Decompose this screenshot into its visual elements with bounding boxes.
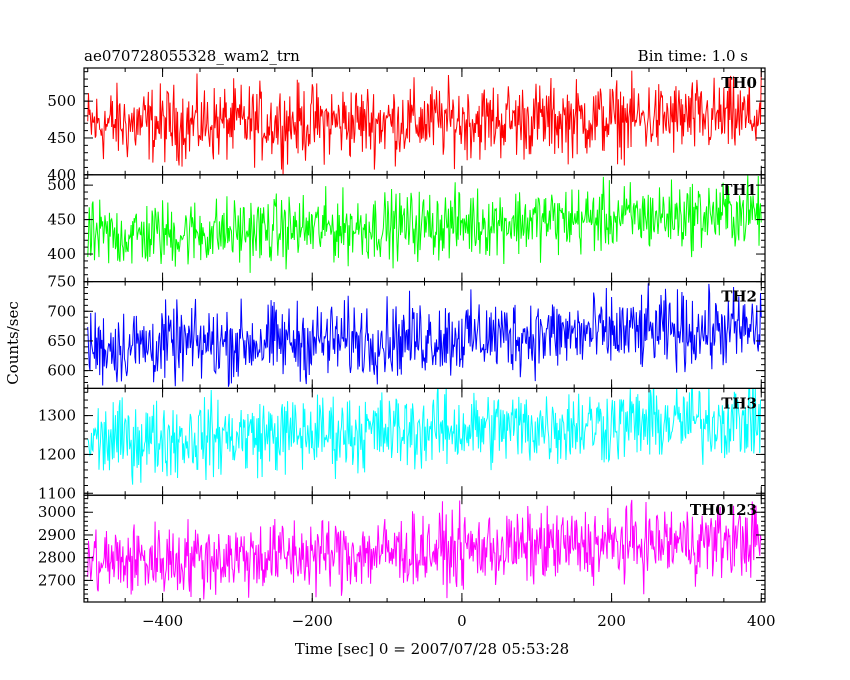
series-line-th0 [87, 70, 762, 175]
x-tick-label: 200 [597, 612, 626, 630]
x-tick-label: −200 [292, 612, 333, 630]
panels: 400 450 500 TH0 400 450 500 TH1 600 650 700 750 TH2 1… [38, 67, 766, 603]
y-tick-label: 500 [47, 176, 76, 194]
y-tick-label: 450 [47, 129, 76, 147]
series-line-th1 [87, 175, 762, 273]
chart-title: ae070728055328_wam2_trn [84, 47, 300, 65]
panel-label: TH1 [721, 181, 757, 199]
x-tick-label: 400 [747, 612, 776, 630]
panel-label: TH2 [721, 288, 757, 306]
panel-label: TH0123 [690, 501, 757, 519]
panel-label: TH0 [721, 74, 757, 92]
panel-frame [83, 281, 766, 390]
y-tick-label: 1200 [38, 445, 76, 463]
panel-label: TH3 [721, 394, 757, 412]
y-tick-label: 500 [47, 92, 76, 110]
series-line-th3 [87, 388, 762, 485]
panel-th2: 600 650 700 750 TH2 [47, 273, 766, 390]
y-tick-label: 1300 [38, 407, 76, 425]
y-tick-label: 600 [47, 362, 76, 380]
x-axis-label: Time [sec] 0 = 2007/07/28 05:53:28 [295, 640, 569, 658]
y-tick-label: 650 [47, 332, 76, 350]
x-tick-label: 0 [457, 612, 467, 630]
panel-th3: 1100 1200 1300 TH3 [38, 387, 766, 502]
y-tick-label: 750 [47, 273, 76, 291]
bin-time-label: Bin time: 1.0 s [638, 47, 748, 65]
y-tick-label: 1100 [38, 484, 76, 502]
series-line-th0123 [87, 499, 762, 600]
y-axis-label: Counts/sec [4, 301, 22, 385]
y-tick-label: 3000 [38, 503, 76, 521]
x-tick-label: −400 [142, 612, 183, 630]
series-line-th2 [87, 283, 762, 387]
panel-th1: 400 450 500 TH1 [47, 174, 766, 283]
y-tick-label: 700 [47, 302, 76, 320]
y-tick-label: 400 [47, 245, 76, 263]
panel-th0: 400 450 500 TH0 [47, 67, 766, 184]
x-axis: −400 −200 0 200 400 [142, 612, 776, 630]
y-tick-label: 2700 [38, 571, 76, 589]
y-tick-label: 400 [47, 166, 76, 184]
y-tick-label: 450 [47, 211, 76, 229]
y-tick-label: 2800 [38, 549, 76, 567]
y-tick-label: 2900 [38, 526, 76, 544]
panel-th0123: 2700 2800 2900 3000 TH0123 [38, 494, 766, 603]
